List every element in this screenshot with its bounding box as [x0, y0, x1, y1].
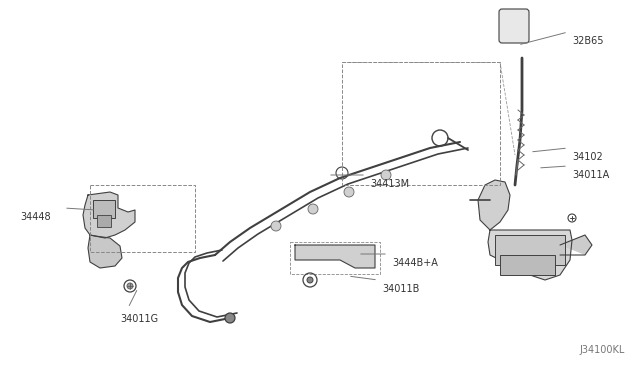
Bar: [90, 185, 195, 252]
Text: 32B65: 32B65: [572, 36, 604, 46]
Circle shape: [381, 170, 391, 180]
Polygon shape: [83, 192, 135, 238]
Text: 34011B: 34011B: [382, 284, 419, 294]
Text: 34011A: 34011A: [572, 170, 609, 180]
FancyBboxPatch shape: [499, 9, 529, 43]
Text: 34448: 34448: [20, 212, 51, 222]
Polygon shape: [88, 235, 122, 268]
Polygon shape: [560, 235, 592, 255]
Circle shape: [344, 187, 354, 197]
Bar: [342, 62, 500, 185]
Text: 34011G: 34011G: [120, 314, 158, 324]
Polygon shape: [478, 180, 510, 230]
Circle shape: [308, 204, 318, 214]
Circle shape: [271, 221, 281, 231]
Circle shape: [127, 283, 133, 289]
Circle shape: [225, 313, 235, 323]
Bar: [97, 215, 111, 227]
Bar: [495, 235, 565, 265]
Text: 3444B+A: 3444B+A: [392, 258, 438, 268]
Polygon shape: [295, 245, 375, 268]
Text: 34413M: 34413M: [370, 179, 409, 189]
Bar: [93, 200, 115, 218]
Polygon shape: [488, 230, 572, 280]
Circle shape: [307, 277, 313, 283]
Text: 34102: 34102: [572, 152, 603, 162]
Bar: [500, 255, 555, 275]
Bar: [290, 242, 380, 274]
Text: J34100KL: J34100KL: [580, 345, 625, 355]
